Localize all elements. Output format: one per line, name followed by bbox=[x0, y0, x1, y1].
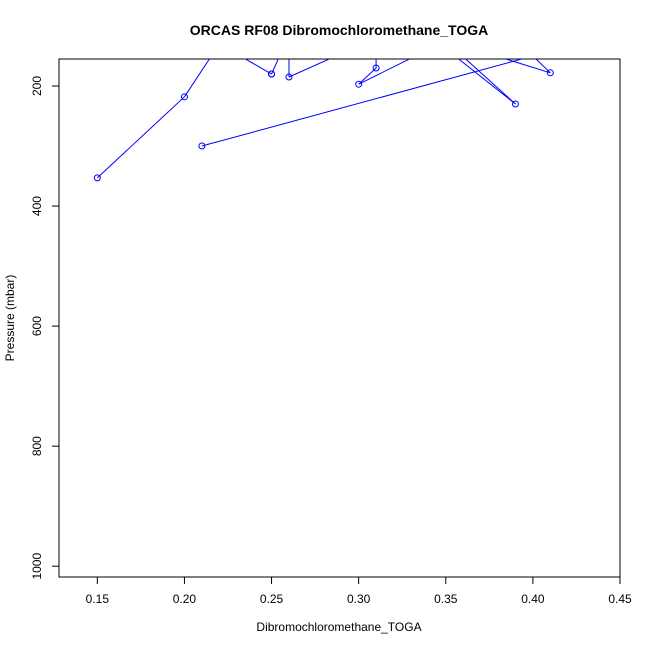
chart-title: ORCAS RF08 Dibromochloromethane_TOGA bbox=[190, 22, 488, 38]
series-line-segment bbox=[464, 59, 516, 105]
data-point bbox=[198, 142, 206, 150]
series-line-segment bbox=[271, 59, 279, 75]
data-point bbox=[546, 69, 554, 77]
series-line-segment bbox=[358, 59, 411, 85]
data-point bbox=[216, 41, 222, 47]
y-tick-label: 200 bbox=[30, 76, 44, 96]
y-tick-label: 400 bbox=[30, 196, 44, 216]
x-tick-label: 0.20 bbox=[173, 592, 197, 606]
data-point bbox=[443, 38, 449, 44]
x-tick-label: 0.30 bbox=[347, 592, 371, 606]
x-tick-label: 0.25 bbox=[260, 592, 284, 606]
series-line-segment bbox=[184, 59, 210, 98]
series-points bbox=[93, 38, 554, 182]
x-tick-label: 0.35 bbox=[434, 592, 458, 606]
data-point bbox=[372, 64, 380, 72]
x-tick-label: 0.45 bbox=[608, 592, 632, 606]
y-tick-label: 1000 bbox=[30, 553, 44, 580]
y-tick-label: 800 bbox=[30, 436, 44, 456]
series-line-segment bbox=[504, 59, 551, 74]
plot-frame bbox=[58, 58, 621, 578]
series-lines bbox=[96, 59, 551, 179]
series-line-segment bbox=[457, 59, 516, 105]
y-axis: 200 400 600 800 1000 bbox=[30, 76, 60, 580]
series-line-segment bbox=[288, 59, 331, 78]
y-tick-label: 600 bbox=[30, 316, 44, 336]
x-axis-label: Dibromochloromethane_TOGA bbox=[256, 620, 421, 634]
data-point bbox=[355, 80, 363, 88]
data-point bbox=[93, 174, 101, 182]
data-point bbox=[511, 100, 519, 108]
data-point bbox=[180, 93, 188, 101]
x-tick-label: 0.15 bbox=[86, 592, 110, 606]
series-line-segment bbox=[358, 67, 377, 85]
data-point bbox=[531, 59, 535, 60]
x-axis: 0.15 0.20 0.25 0.30 0.35 0.40 0.45 bbox=[86, 576, 632, 606]
series-line-segment bbox=[244, 59, 272, 75]
data-point bbox=[268, 70, 276, 78]
data-point bbox=[285, 73, 293, 81]
series-line-segment bbox=[96, 96, 185, 179]
series-line-segment bbox=[535, 59, 551, 74]
series-line-segment bbox=[201, 59, 524, 147]
y-axis-label: Pressure (mbar) bbox=[3, 275, 17, 362]
x-tick-label: 0.40 bbox=[521, 592, 545, 606]
